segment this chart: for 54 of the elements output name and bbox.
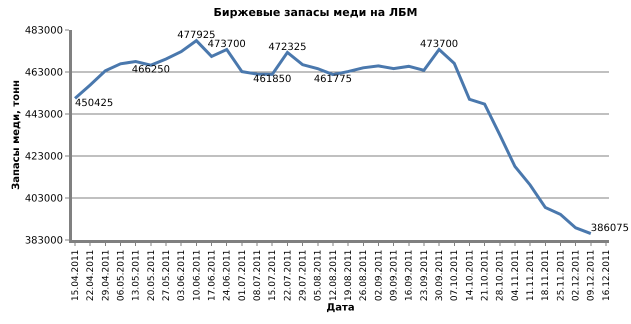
x-tick-label: 22.07.2011 — [283, 250, 294, 302]
x-tick-label: 15.07.2011 — [268, 250, 278, 302]
x-tick-label: 07.10.2011 — [450, 250, 460, 302]
x-tick-label: 26.08.2011 — [359, 250, 370, 302]
x-tick-label: 24.06.2011 — [222, 250, 233, 302]
x-tick-label: 06.05.2011 — [116, 250, 126, 302]
y-tick-label: 463000 — [24, 68, 63, 78]
x-tick-label: 21.10.2011 — [480, 250, 491, 302]
x-tick-label: 30.09.2011 — [435, 250, 446, 302]
data-label: 461775 — [314, 74, 352, 86]
x-tick-label: 01.07.2011 — [238, 250, 248, 302]
x-tick-label: 27.05.2011 — [162, 250, 172, 302]
x-tick-label: 11.11.2011 — [526, 250, 536, 302]
x-tick-label: 29.07.2011 — [298, 250, 309, 302]
x-axis-title: Дата — [326, 302, 355, 314]
data-label: 473700 — [420, 39, 458, 50]
data-label: 386075 — [590, 223, 629, 234]
x-tick-label: 04.11.2011 — [510, 250, 521, 302]
data-label: 450425 — [75, 98, 114, 109]
data-label: 472325 — [268, 42, 307, 53]
x-tick-label: 16.12.2011 — [602, 250, 612, 302]
x-tick-label: 14.10.2011 — [465, 250, 476, 302]
x-tick-label: 02.09.2011 — [374, 250, 384, 302]
x-tick-label: 29.04.2011 — [101, 250, 112, 302]
x-tick-label: 18.11.2011 — [541, 250, 552, 302]
x-tick-label: 10.06.2011 — [192, 250, 202, 302]
y-axis-title: Запасы меди, тонн — [10, 80, 22, 190]
x-tick-label: 05.08.2011 — [314, 250, 324, 302]
x-tick-label: 28.10.2011 — [496, 250, 506, 302]
data-label: 461850 — [253, 74, 292, 85]
y-tick-label: 403000 — [24, 194, 63, 204]
x-tick-label: 03.06.2011 — [177, 250, 188, 302]
x-tick-label: 25.11.2011 — [556, 250, 566, 302]
x-tick-label: 12.08.2011 — [328, 250, 339, 302]
line-series — [74, 39, 592, 236]
x-tick-label: 08.07.2011 — [252, 250, 263, 302]
x-tick-label: 09.12.2011 — [586, 250, 597, 302]
x-tick-label: 09.09.2011 — [390, 250, 400, 302]
x-tick-label: 23.09.2011 — [420, 250, 430, 302]
y-tick-label: 423000 — [24, 152, 63, 162]
x-tick-label: 22.04.2011 — [86, 250, 96, 302]
x-tick-label: 02.12.2011 — [572, 250, 582, 302]
y-tick-label: 383000 — [24, 236, 63, 246]
x-tick-label: 20.05.2011 — [146, 250, 157, 302]
chart-title: Биржевые запасы меди на ЛБМ — [214, 6, 418, 19]
x-tick-label: 13.05.2011 — [132, 250, 142, 302]
x-tick-label: 17.06.2011 — [207, 250, 218, 302]
x-tick-label: 19.08.2011 — [344, 250, 354, 302]
data-label: 473700 — [208, 39, 246, 50]
x-tick-label: 16.09.2011 — [404, 250, 415, 302]
x-tick-label: 15.04.2011 — [70, 250, 81, 302]
data-label: 466250 — [132, 64, 170, 76]
y-tick-label: 443000 — [24, 110, 63, 120]
y-tick-label: 483000 — [24, 26, 63, 36]
